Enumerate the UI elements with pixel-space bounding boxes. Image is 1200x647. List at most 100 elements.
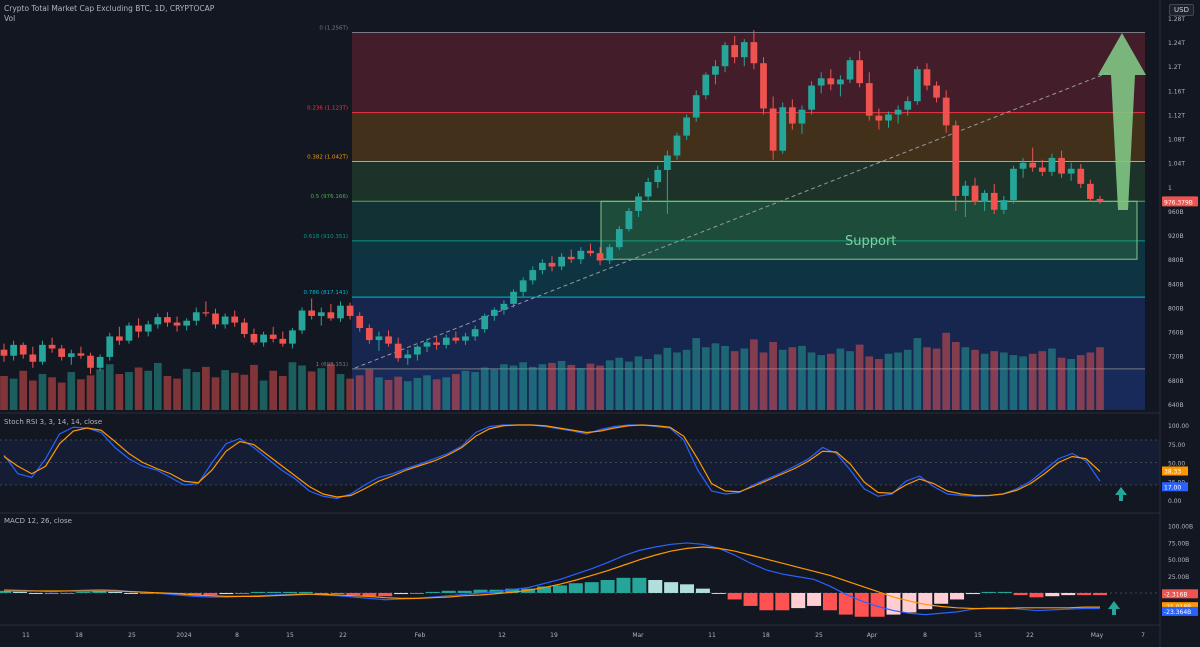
fib-zone — [352, 112, 1145, 162]
candle-body — [664, 155, 671, 170]
macd-histogram-bar — [505, 588, 520, 593]
time-tick-label: 22 — [1026, 632, 1034, 639]
macd-histogram-bar — [632, 577, 647, 593]
price-tick-label: 920B — [1168, 233, 1184, 240]
volume-bar — [576, 368, 585, 410]
candle-body — [192, 312, 200, 321]
volume-bar — [1076, 355, 1085, 410]
macd-histogram-bar — [616, 577, 631, 593]
candle-body — [913, 69, 921, 102]
candle-body — [39, 344, 46, 362]
volume-bar — [202, 366, 210, 410]
price-tick-label: 1.16T — [1168, 88, 1185, 95]
volume-bar — [1067, 359, 1076, 410]
macd-histogram-bar — [92, 590, 107, 593]
macd-histogram-bar — [584, 582, 599, 593]
volume-bar — [740, 348, 749, 410]
macd-histogram-bar — [1077, 592, 1092, 596]
candle-body — [1038, 167, 1046, 172]
macd-histogram-bar — [695, 588, 710, 593]
currency-button[interactable]: USD — [1169, 4, 1194, 16]
volume-bar — [365, 369, 374, 410]
candle-body — [683, 117, 690, 136]
macd-histogram-bar — [743, 592, 758, 606]
volume-bar — [105, 364, 114, 410]
volume-bar — [567, 364, 576, 410]
macd-histogram-bar — [44, 592, 59, 595]
candle-body — [606, 247, 614, 261]
candle-body — [452, 337, 460, 341]
volume-bar — [96, 369, 104, 410]
candle-body — [798, 109, 806, 124]
macd-histogram-bar — [918, 592, 933, 610]
volume-bar — [211, 377, 220, 410]
price-tick-label: 840B — [1168, 281, 1184, 288]
volume-bar — [903, 349, 912, 410]
volume-bar — [826, 353, 835, 410]
volume-bar — [817, 355, 826, 410]
candle-body — [615, 229, 623, 248]
candle-body — [702, 74, 710, 96]
price-tick-label: 1.24T — [1168, 40, 1185, 47]
fib-level-label: 0.618 (910.351) — [303, 234, 348, 240]
volume-bar — [67, 372, 76, 410]
support-label: Support — [845, 234, 897, 249]
volume-bar — [644, 359, 652, 410]
macd-line — [3, 542, 1100, 616]
candle-body — [817, 78, 825, 86]
macd-histogram-bar — [680, 584, 695, 593]
candle-body — [981, 192, 988, 202]
macd-histogram-bar — [902, 592, 917, 613]
volume-bar — [875, 359, 883, 410]
stoch-tick-label: 50.00 — [1168, 461, 1185, 468]
time-tick-label: 7 — [1141, 632, 1145, 639]
chart-legend: Crypto Total Market Cap Excluding BTC, 1… — [4, 4, 214, 24]
macd-histogram-bar — [12, 591, 27, 593]
fib-level-label: 0 (1.256T) — [319, 25, 348, 31]
candle-body — [77, 353, 85, 356]
volume-bar — [442, 377, 451, 410]
price-pane[interactable]: 0 (1.256T) 0.236 (1.123T) 0.382 (1.042T) 0.… — [0, 25, 1146, 410]
symbol-title: Crypto Total Market Cap Excluding BTC, 1… — [4, 4, 215, 13]
volume-bar — [605, 360, 614, 410]
time-tick-label: 25 — [815, 632, 823, 639]
macd-histogram-bar — [76, 591, 91, 593]
volume-bar — [721, 345, 729, 410]
candle-body — [692, 95, 700, 118]
candle-body — [1058, 157, 1065, 174]
price-tick-label: 1.12T — [1168, 112, 1185, 119]
fib-zone — [352, 201, 1145, 241]
volume-bar — [259, 380, 268, 410]
candle-body — [462, 336, 469, 341]
trend-line — [354, 71, 1111, 369]
stoch-legend: Stoch RSI 3, 3, 14, 14, close — [4, 418, 103, 426]
macd-pane[interactable] — [0, 542, 1160, 617]
volume-bar — [701, 347, 710, 410]
stoch-rsi-pane[interactable] — [0, 424, 1160, 501]
stoch-k-value: 17.00 — [1164, 484, 1181, 491]
volume-bar — [1028, 353, 1037, 410]
macd-histogram-bar — [711, 592, 726, 594]
volume-bar — [346, 378, 354, 410]
candle-body — [865, 83, 873, 116]
candle-body — [750, 42, 758, 64]
last-price-label: 976.379B — [1164, 199, 1193, 206]
candle-body — [962, 185, 969, 196]
candle-body — [116, 336, 123, 341]
candle-body — [760, 63, 767, 109]
volume-bar — [951, 342, 960, 410]
volume-bar — [894, 352, 902, 410]
macd-histogram-bar — [409, 592, 424, 594]
macd-value-badge — [1162, 589, 1198, 599]
time-tick-label: 2024 — [176, 632, 191, 639]
volume-bar — [500, 364, 508, 410]
volume-bar — [461, 370, 470, 410]
macd-histogram-bar — [108, 591, 123, 593]
price-tick-label: 640B — [1168, 402, 1184, 409]
candle-body — [529, 270, 537, 281]
signal-line — [4, 546, 1100, 610]
volume-bar — [730, 351, 739, 410]
macd-histogram-bar — [298, 591, 313, 593]
volume-bar — [1000, 352, 1008, 410]
